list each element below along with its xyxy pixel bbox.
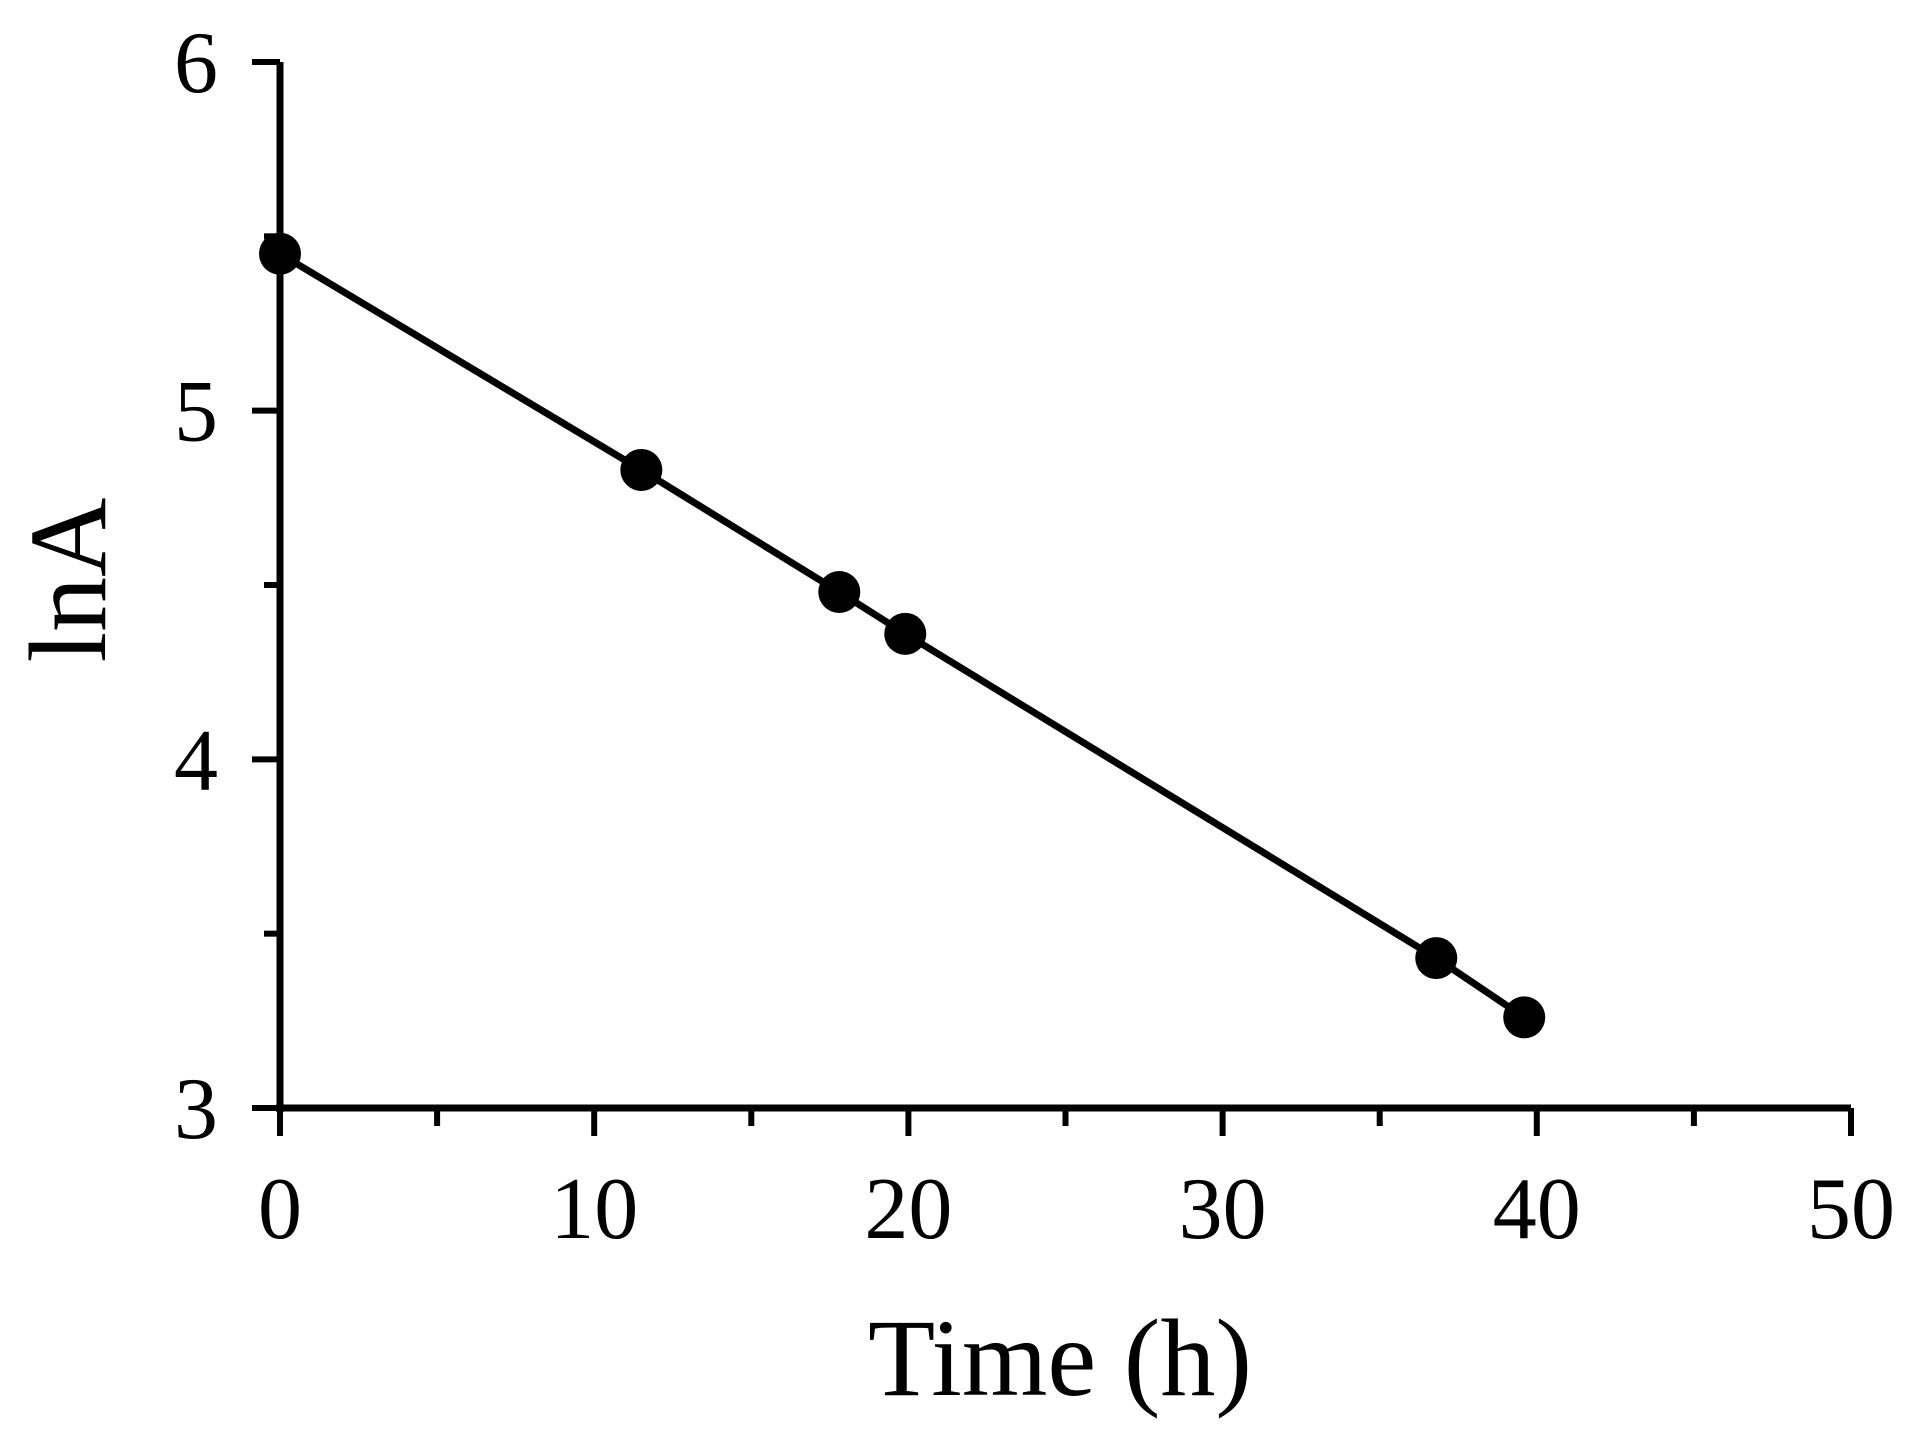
x-tick-label: 0 [258, 1161, 302, 1258]
x-tick-label: 30 [1179, 1161, 1267, 1258]
data-point [1503, 996, 1546, 1039]
x-tick-label: 20 [864, 1161, 952, 1258]
data-point [620, 448, 663, 491]
x-tick-label: 10 [550, 1161, 638, 1258]
y-tick-label: 6 [174, 15, 218, 112]
x-tick-label: 50 [1807, 1161, 1895, 1258]
data-point [884, 612, 927, 655]
tick-labels: 0 10 20 30 40 50 3 4 5 6 [174, 15, 1895, 1258]
y-tick-label: 5 [174, 364, 218, 461]
data-point [818, 570, 861, 613]
x-axis-title: Time (h) [868, 1297, 1252, 1419]
y-tick-label: 4 [174, 712, 218, 809]
data-point [259, 232, 301, 275]
y-tick-label: 3 [174, 1061, 218, 1158]
axes [276, 62, 1851, 1112]
y-axis-title: lnA [7, 498, 129, 663]
ticks [252, 59, 1854, 1136]
data-point [1415, 937, 1458, 980]
series [259, 232, 1546, 1039]
x-tick-label: 40 [1493, 1161, 1581, 1258]
